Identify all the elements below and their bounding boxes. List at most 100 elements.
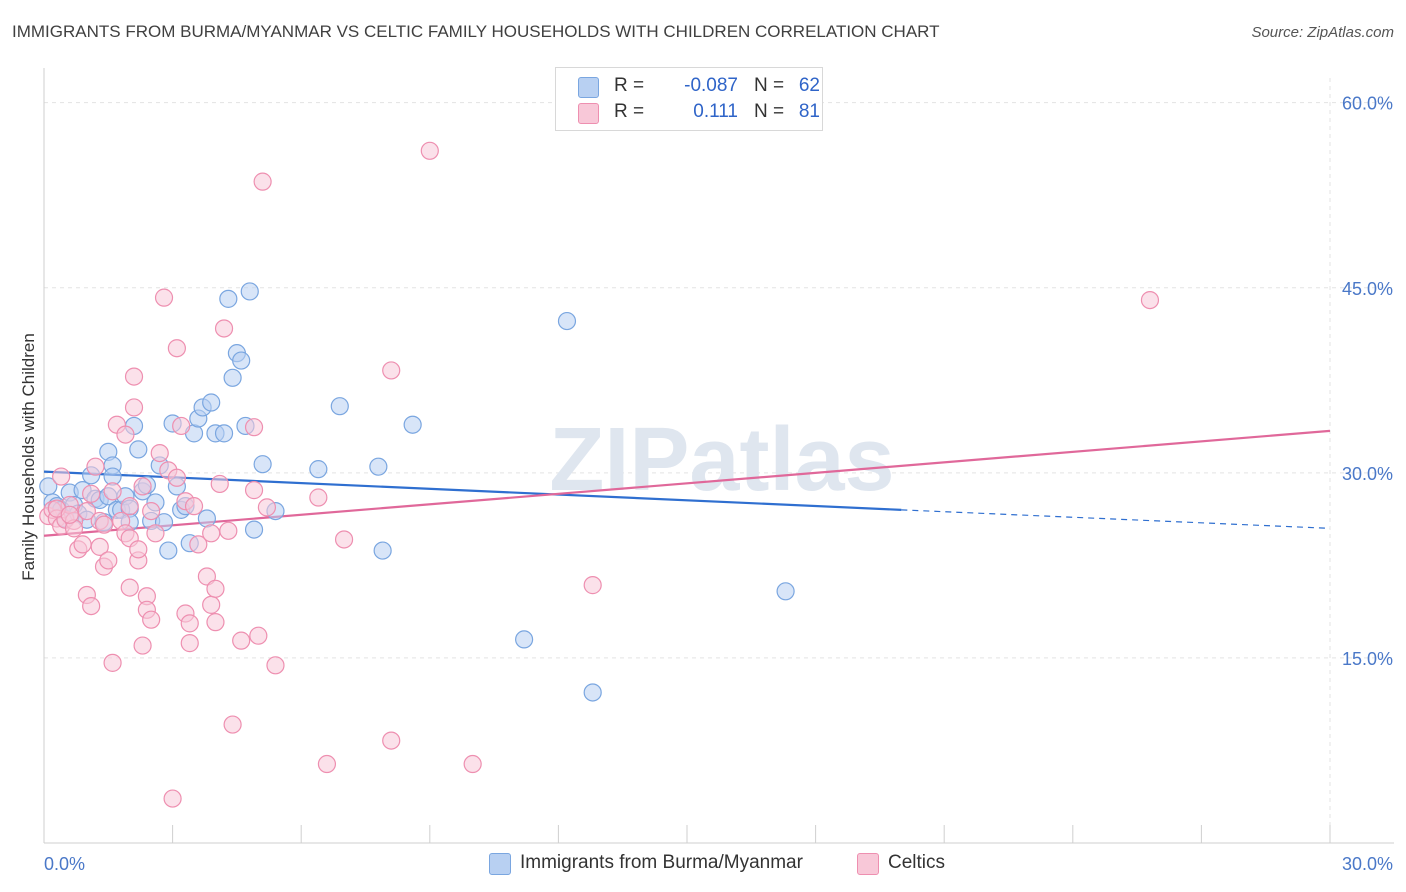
data-point-celtics — [309, 488, 328, 507]
data-point-celtics — [334, 530, 354, 549]
x-tick-label: 0.0% — [44, 854, 85, 874]
data-point-celtics — [172, 416, 191, 436]
bottom-legend-swatch-blue — [489, 853, 511, 875]
data-point-celtics — [167, 468, 186, 487]
data-point-burma — [776, 582, 795, 601]
data-point-celtics — [202, 524, 221, 543]
legend-n-label: N = — [754, 75, 785, 96]
bottom-legend-label: Immigrants from Burma/Myanmar — [520, 852, 803, 873]
legend-r-label: R = — [614, 101, 645, 122]
trend-line-celtics — [43, 429, 1331, 537]
data-point-burma — [214, 424, 234, 443]
data-point-celtics — [133, 636, 152, 655]
data-point-celtics — [116, 425, 135, 444]
data-point-celtics — [202, 595, 221, 614]
data-point-celtics — [82, 484, 101, 503]
data-point-celtics — [73, 535, 92, 554]
data-point-celtics — [232, 631, 251, 650]
data-point-celtics — [90, 537, 109, 556]
data-point-celtics — [257, 498, 277, 517]
data-point-burma — [557, 311, 577, 331]
data-point-burma — [219, 289, 238, 308]
y-tick-label: 15.0% — [1342, 649, 1393, 669]
data-point-celtics — [142, 501, 161, 521]
data-point-celtics — [253, 172, 272, 191]
data-point-burma — [403, 415, 422, 434]
data-point-celtics — [180, 614, 199, 633]
data-point-celtics — [223, 715, 242, 734]
data-point-celtics — [82, 596, 101, 616]
data-point-celtics — [52, 467, 71, 486]
data-point-celtics — [180, 634, 199, 653]
data-point-celtics — [317, 754, 337, 774]
x-tick-label: 30.0% — [1342, 854, 1393, 874]
data-point-burma — [223, 368, 242, 387]
data-point-celtics — [124, 367, 144, 386]
y-tick-label: 45.0% — [1342, 279, 1393, 299]
data-point-celtics — [77, 501, 96, 521]
y-tick-label: 30.0% — [1342, 464, 1393, 484]
trend-line-burma — [43, 470, 902, 511]
data-point-burma — [202, 393, 221, 412]
data-point-celtics — [124, 398, 144, 417]
data-point-celtics — [382, 731, 401, 750]
data-point-celtics — [189, 535, 208, 554]
legend-n-value: 81 — [798, 101, 820, 122]
legend-n-label: N = — [754, 101, 785, 122]
data-point-burma — [129, 440, 148, 459]
chart-title: IMMIGRANTS FROM BURMA/MYANMAR VS CELTIC … — [12, 22, 940, 41]
data-point-burma — [240, 282, 259, 301]
data-point-celtics — [120, 497, 139, 516]
legend-swatch-pink — [578, 103, 599, 124]
y-tick-label: 60.0% — [1342, 94, 1393, 114]
data-point-burma — [583, 683, 602, 702]
data-points — [39, 141, 1160, 808]
legend-r-value: -0.087 — [684, 75, 738, 96]
y-tick-labels: 15.0% 30.0% 45.0% 60.0% — [1342, 94, 1393, 669]
data-point-celtics — [214, 319, 234, 338]
data-point-celtics — [210, 474, 229, 494]
data-point-burma — [515, 630, 534, 649]
x-tick-labels: 0.0% 30.0% — [44, 854, 1393, 874]
data-point-burma — [369, 457, 388, 476]
trend-line-burma-extension — [901, 509, 1331, 529]
data-point-celtics — [420, 141, 439, 160]
data-point-celtics — [206, 613, 225, 632]
y-axis-label: Family Households with Children — [19, 333, 38, 581]
data-point-celtics — [94, 515, 114, 534]
data-point-celtics — [244, 418, 264, 437]
trend-lines — [43, 429, 1331, 537]
legend-swatch-blue — [578, 77, 599, 98]
data-point-celtics — [150, 443, 169, 463]
legend-r-value: 0.111 — [693, 101, 738, 122]
data-point-celtics — [219, 521, 238, 540]
data-point-celtics — [103, 482, 122, 501]
bottom-legend-label: Celtics — [888, 852, 946, 873]
data-point-burma — [373, 541, 392, 560]
watermark: ZIPatlas — [549, 410, 894, 510]
data-point-celtics — [244, 481, 264, 500]
data-point-celtics — [163, 789, 182, 808]
data-point-celtics — [382, 361, 401, 380]
data-point-celtics — [249, 626, 268, 645]
data-point-celtics — [1140, 290, 1160, 310]
stats-legend: R = -0.087 N = 62 R = 0.111 N = 81 — [555, 67, 823, 131]
data-point-burma — [232, 351, 251, 370]
data-point-celtics — [129, 540, 148, 559]
data-point-celtics — [60, 505, 79, 524]
data-point-burma — [253, 455, 272, 474]
legend-r-label: R = — [614, 75, 645, 96]
data-point-celtics — [142, 610, 161, 629]
data-point-celtics — [266, 656, 285, 675]
data-point-celtics — [463, 754, 482, 774]
data-point-celtics — [154, 288, 174, 307]
data-point-burma — [309, 460, 328, 479]
data-point-burma — [244, 520, 264, 539]
data-point-celtics — [583, 576, 602, 595]
data-point-celtics — [206, 579, 225, 598]
data-point-celtics — [146, 524, 165, 543]
data-point-celtics — [99, 551, 118, 570]
source-label: Source: ZipAtlas.com — [1251, 24, 1394, 41]
axes — [43, 68, 1394, 844]
